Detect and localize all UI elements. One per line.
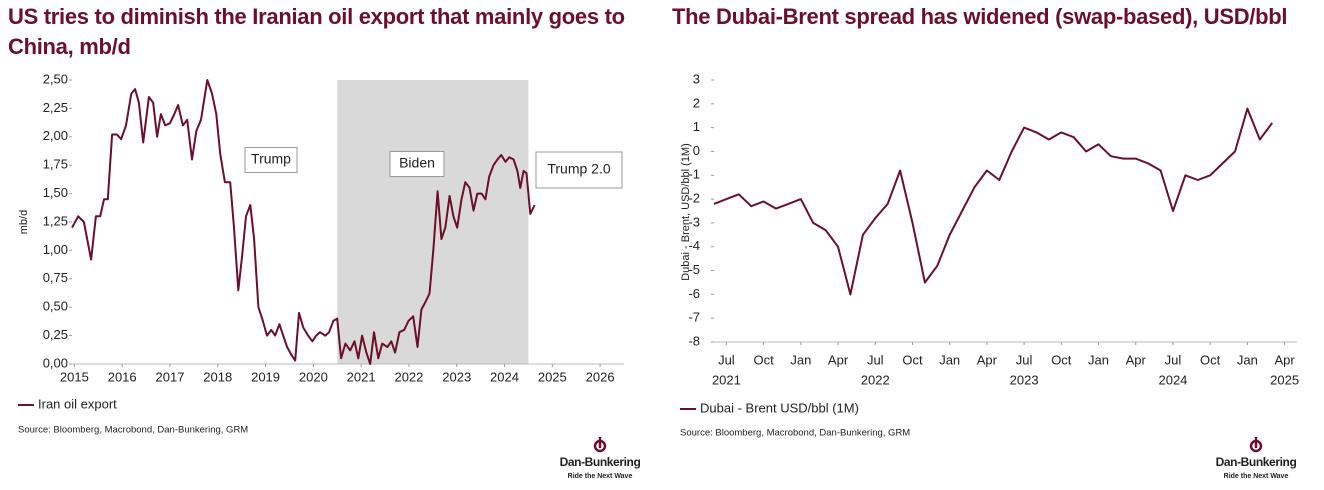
y-tick-label: -6 xyxy=(688,286,700,301)
x-tick-label: 2026 xyxy=(586,369,615,384)
chart-title: US tries to diminish the Iranian oil exp… xyxy=(8,4,625,59)
y-tick-label: 0,50 xyxy=(43,299,68,314)
x-tick-label: 2019 xyxy=(251,369,280,384)
x-tick-label: Jul xyxy=(1016,352,1033,367)
x-tick-label: 2018 xyxy=(203,369,232,384)
y-tick-label: 0,75 xyxy=(43,270,68,285)
x-tick-label: Oct xyxy=(753,352,774,367)
data-line xyxy=(713,107,1274,296)
x-tick-label: Jan xyxy=(790,352,811,367)
annotation: Trump 2.0 xyxy=(547,161,610,177)
annotation-box xyxy=(244,147,298,173)
x-tick-label: Apr xyxy=(1274,352,1295,367)
x-tick-label: 2024 xyxy=(490,369,519,384)
x-tick-label: 2021 xyxy=(347,369,376,384)
y-tick-label: 2,25 xyxy=(43,100,68,115)
x-tick-year: 2023 xyxy=(1010,372,1039,387)
y-tick-label: -3 xyxy=(688,214,700,229)
x-tick-label: Jan xyxy=(1088,352,1109,367)
legend-label: Iran oil export xyxy=(38,396,117,411)
x-tick-label: Oct xyxy=(1200,352,1221,367)
y-tick-label: 1,75 xyxy=(43,157,68,172)
y-axis-label: Dubai - Brent, USD/bbl (1M) xyxy=(680,143,692,281)
x-tick-label: 2023 xyxy=(442,369,471,384)
x-tick-label: Jan xyxy=(1237,352,1258,367)
data-line xyxy=(71,79,536,365)
x-tick-label: Jul xyxy=(867,352,884,367)
logo-name: Dan-Bunkering xyxy=(560,455,641,469)
x-tick-label: Oct xyxy=(902,352,923,367)
y-tick-label: -1 xyxy=(688,167,700,182)
x-tick-label: Apr xyxy=(1126,352,1147,367)
shaded-period xyxy=(337,80,529,364)
x-tick-label: Jul xyxy=(718,352,735,367)
y-tick-label: -2 xyxy=(688,191,700,206)
x-tick-label: Apr xyxy=(828,352,849,367)
x-tick-year: 2025 xyxy=(1270,372,1299,387)
y-tick-label: 1,00 xyxy=(43,242,68,257)
y-tick-label: 1,50 xyxy=(43,185,68,200)
y-tick-label: -5 xyxy=(688,262,700,277)
annotation: Trump xyxy=(251,151,291,167)
x-tick-label: 2022 xyxy=(394,369,423,384)
y-tick-label: 0,25 xyxy=(43,327,68,342)
y-tick-label: 2,00 xyxy=(43,128,68,143)
x-tick-label: Jul xyxy=(1165,352,1182,367)
x-tick-label: 2016 xyxy=(108,369,137,384)
legend-label: Dubai - Brent USD/bbl (1M) xyxy=(700,400,859,415)
x-tick-label: 2025 xyxy=(538,369,567,384)
source: Source: Bloomberg, Macrobond, Dan-Bunker… xyxy=(680,428,910,439)
x-tick-label: Jan xyxy=(939,352,960,367)
x-tick-year: 2024 xyxy=(1158,372,1187,387)
annotation-box xyxy=(535,151,623,189)
x-tick-label: Apr xyxy=(977,352,998,367)
x-tick-label: 2015 xyxy=(60,369,89,384)
y-tick-label: 3 xyxy=(693,71,700,86)
y-tick-label: 0,00 xyxy=(43,355,68,370)
y-tick-label: 2,50 xyxy=(43,71,68,86)
y-tick-label: 1,25 xyxy=(43,213,68,228)
logo-name: Dan-Bunkering xyxy=(1216,455,1297,469)
x-tick-year: 2022 xyxy=(861,372,890,387)
y-tick-label: -8 xyxy=(688,333,700,348)
annotation: Biden xyxy=(399,155,435,171)
x-tick-label: 2017 xyxy=(156,369,185,384)
y-tick-label: 1 xyxy=(693,119,700,134)
y-tick-label: 0 xyxy=(693,143,700,158)
source: Source: Bloomberg, Macrobond, Dan-Bunker… xyxy=(18,425,248,436)
x-tick-label: Oct xyxy=(1051,352,1072,367)
annotation-box xyxy=(389,151,445,177)
y-tick-label: -4 xyxy=(688,238,700,253)
x-tick-year: 2021 xyxy=(712,372,741,387)
logo-tagline: Ride the Next Wave xyxy=(568,473,633,480)
y-tick-label: -7 xyxy=(688,310,700,325)
chart-title: The Dubai-Brent spread has widened (swap… xyxy=(672,4,1288,29)
x-tick-label: 2020 xyxy=(299,369,328,384)
y-tick-label: 2 xyxy=(693,95,700,110)
logo-tagline: Ride the Next Wave xyxy=(1224,473,1289,480)
y-axis-label: mb/d xyxy=(18,210,30,234)
